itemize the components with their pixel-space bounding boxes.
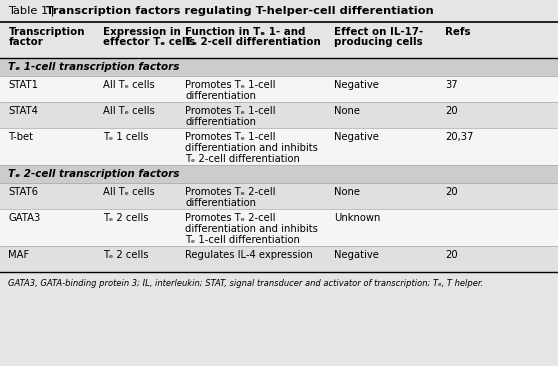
Text: Tₑ 2 cells: Tₑ 2 cells (103, 213, 149, 223)
Bar (0, 58, 558, 76)
Text: None: None (334, 106, 360, 116)
Text: Tₑ 1-cell transcription factors: Tₑ 1-cell transcription factors (8, 62, 180, 72)
Text: GATA3: GATA3 (8, 213, 41, 223)
Bar (0, 209, 558, 246)
Bar (0, 76, 558, 102)
Text: Unknown: Unknown (334, 213, 381, 223)
Bar (0, 128, 558, 165)
Bar (0, 0, 558, 22)
Bar (0, 22, 558, 58)
Text: Negative: Negative (334, 250, 379, 260)
Text: Transcription factors regulating T-helper-cell differentiation: Transcription factors regulating T-helpe… (46, 6, 434, 16)
Text: effector Tₑ cells: effector Tₑ cells (103, 37, 195, 47)
Text: factor: factor (8, 37, 44, 47)
Text: All Tₑ cells: All Tₑ cells (103, 80, 155, 90)
Text: Tₑ 2-cell differentiation: Tₑ 2-cell differentiation (185, 37, 321, 47)
Text: Effect on IL-17-: Effect on IL-17- (334, 27, 424, 37)
Bar (0, 183, 558, 209)
Text: 37: 37 (445, 80, 458, 90)
Text: STAT1: STAT1 (8, 80, 39, 90)
Text: STAT4: STAT4 (8, 106, 39, 116)
Text: Promotes Tₑ 2-cell: Promotes Tₑ 2-cell (185, 187, 276, 197)
Text: Promotes Tₑ 1-cell: Promotes Tₑ 1-cell (185, 132, 276, 142)
Text: differentiation: differentiation (185, 91, 256, 101)
Text: Tₑ 2 cells: Tₑ 2 cells (103, 250, 149, 260)
Text: Negative: Negative (334, 80, 379, 90)
Text: Table 1 |: Table 1 | (8, 6, 59, 16)
Text: 20: 20 (445, 106, 458, 116)
Text: differentiation and inhibits: differentiation and inhibits (185, 224, 318, 234)
Text: differentiation: differentiation (185, 198, 256, 208)
Text: All Tₑ cells: All Tₑ cells (103, 106, 155, 116)
Bar (0, 246, 558, 272)
Text: Negative: Negative (334, 132, 379, 142)
Text: T-bet: T-bet (8, 132, 33, 142)
Text: Function in Tₑ 1- and: Function in Tₑ 1- and (185, 27, 306, 37)
Text: Expression in: Expression in (103, 27, 181, 37)
Text: Promotes Tₑ 1-cell: Promotes Tₑ 1-cell (185, 106, 276, 116)
Text: 20: 20 (445, 187, 458, 197)
Text: 20,37: 20,37 (445, 132, 473, 142)
Text: Promotes Tₑ 2-cell: Promotes Tₑ 2-cell (185, 213, 276, 223)
Text: differentiation and inhibits: differentiation and inhibits (185, 143, 318, 153)
Text: Refs: Refs (445, 27, 470, 37)
Text: Tₑ 2-cell differentiation: Tₑ 2-cell differentiation (185, 154, 300, 164)
Text: differentiation: differentiation (185, 117, 256, 127)
Text: 20: 20 (445, 250, 458, 260)
Text: All Tₑ cells: All Tₑ cells (103, 187, 155, 197)
Text: GATA3, GATA-binding protein 3; IL, interleukin; STAT, signal transducer and acti: GATA3, GATA-binding protein 3; IL, inter… (8, 279, 484, 288)
Text: STAT6: STAT6 (8, 187, 39, 197)
Text: Tₑ 1-cell differentiation: Tₑ 1-cell differentiation (185, 235, 300, 245)
Text: Promotes Tₑ 1-cell: Promotes Tₑ 1-cell (185, 80, 276, 90)
Bar (0, 165, 558, 183)
Text: Tₑ 2-cell transcription factors: Tₑ 2-cell transcription factors (8, 169, 180, 179)
Text: Transcription: Transcription (8, 27, 85, 37)
Text: Regulates IL-4 expression: Regulates IL-4 expression (185, 250, 313, 260)
Text: producing cells: producing cells (334, 37, 423, 47)
Bar (0, 102, 558, 128)
Text: MAF: MAF (8, 250, 30, 260)
Text: Tₑ 1 cells: Tₑ 1 cells (103, 132, 149, 142)
Text: None: None (334, 187, 360, 197)
